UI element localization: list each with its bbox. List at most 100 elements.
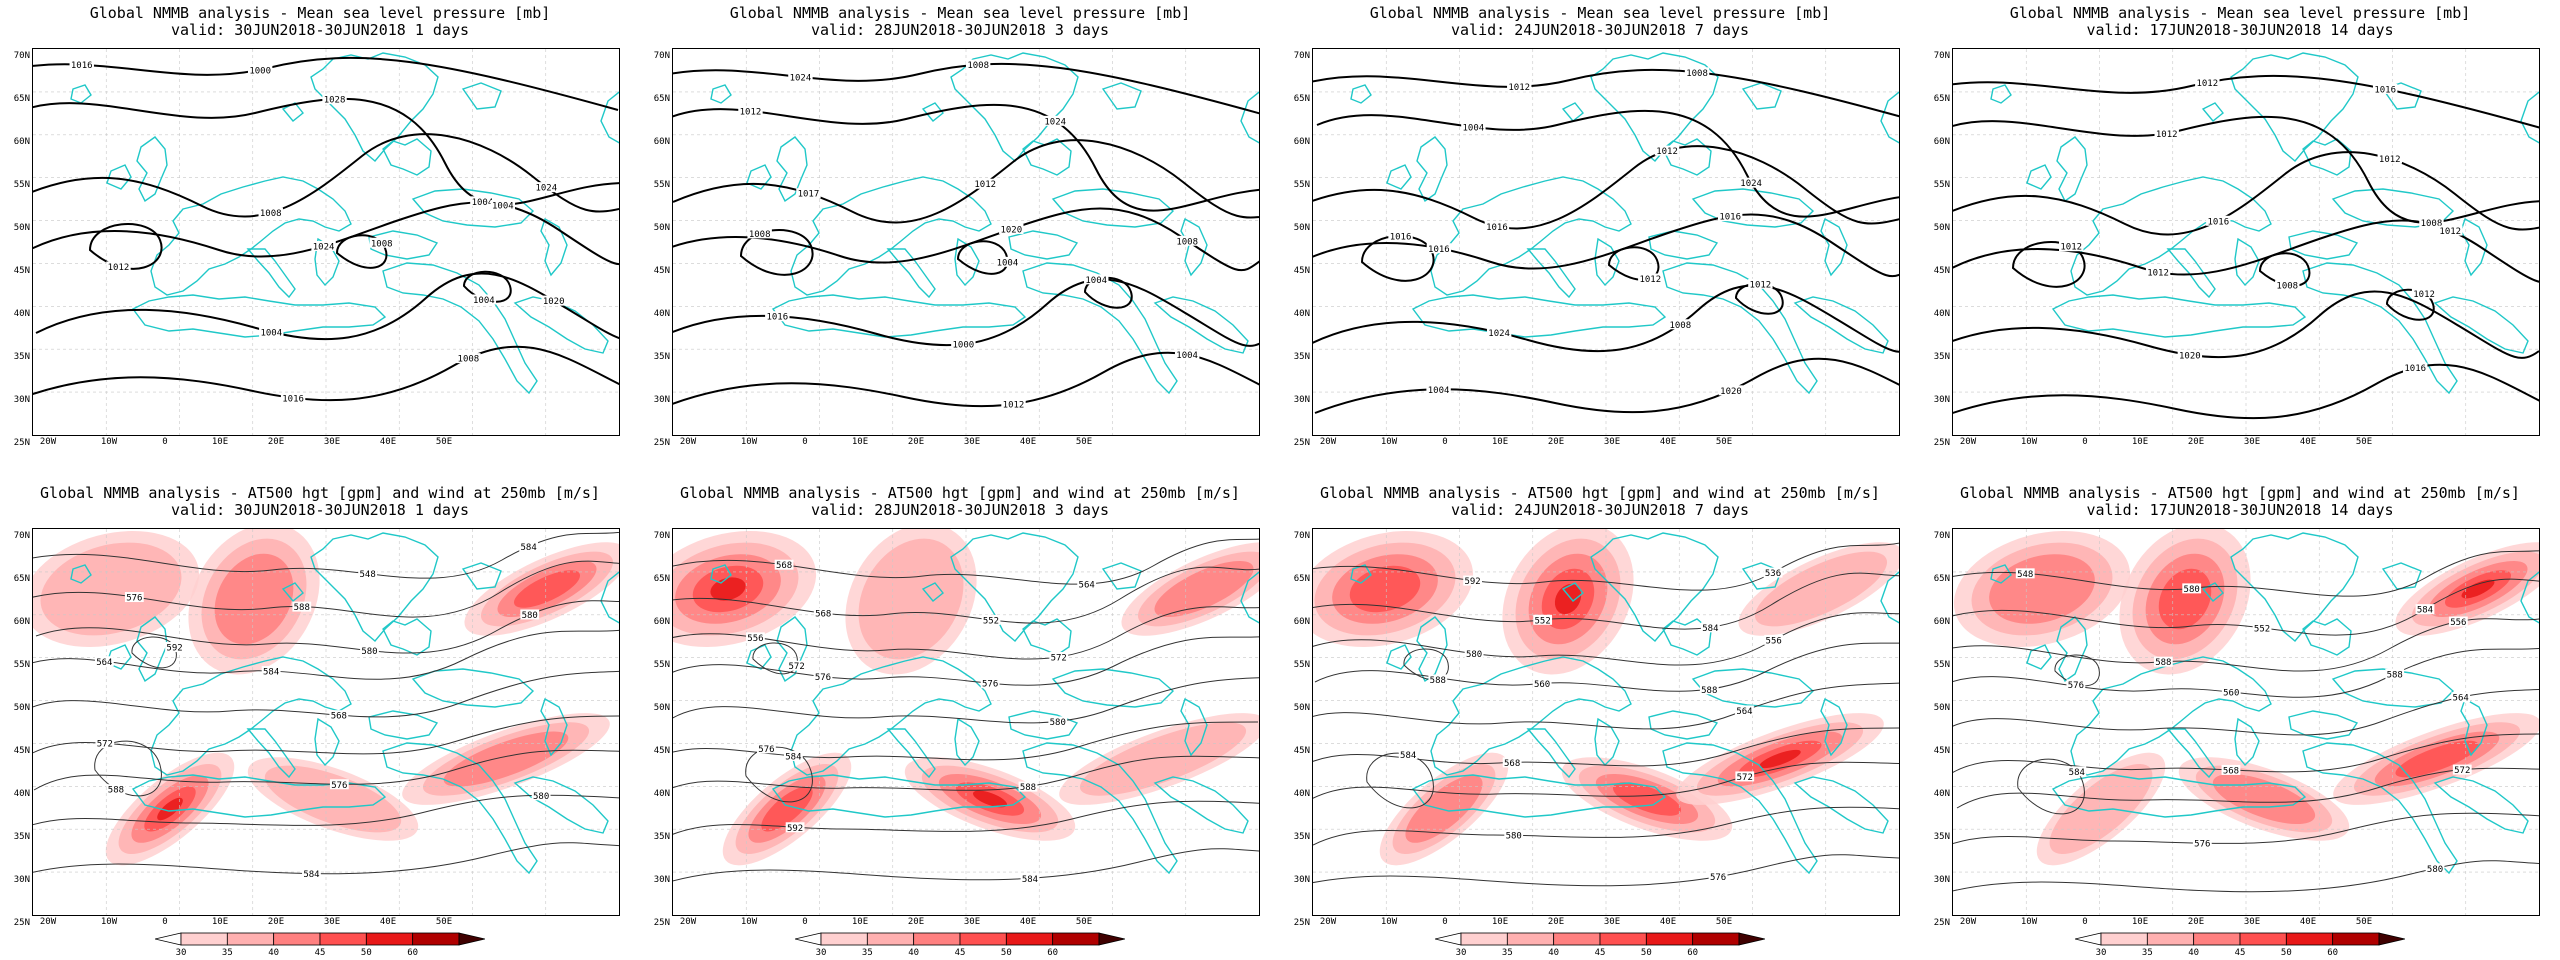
contour-label: 580 xyxy=(2184,585,2200,595)
panel-valid-period: valid: 17JUN2018-30JUN2018 14 days xyxy=(2086,21,2394,39)
colorbar-segment xyxy=(1460,932,1508,946)
colorbar-canvas xyxy=(2075,932,2405,946)
contour-label-bg xyxy=(456,353,481,364)
lon-tick-label: 10W xyxy=(100,917,118,927)
contour-label-bg xyxy=(995,256,1020,267)
contour-line-3 xyxy=(33,201,619,266)
contour-label: 568 xyxy=(815,610,831,620)
colorbar-canvas xyxy=(795,932,1125,946)
coastline-11 xyxy=(513,776,609,834)
coastline-14 xyxy=(600,571,619,624)
contour-label-bg xyxy=(774,559,794,570)
coastline-16 xyxy=(1561,582,1584,602)
contour-label-bg xyxy=(1084,274,1109,285)
contour-label-bg xyxy=(1735,705,1754,716)
coastline-13 xyxy=(1350,564,1372,584)
contour-label: 572 xyxy=(2454,766,2470,776)
contour-label: 1012 xyxy=(1656,147,1678,157)
lon-tick-label: 10W xyxy=(100,437,118,447)
coastline-6 xyxy=(954,717,980,767)
panel-title: Global NMMB analysis - AT500 hgt [gpm] a… xyxy=(680,484,1240,502)
contour-label: 580 xyxy=(1466,650,1482,660)
contour-label-bg xyxy=(2252,622,2272,633)
contour-label-bg xyxy=(280,392,306,403)
contour-label-bg xyxy=(1717,211,1743,222)
contour-label-bg xyxy=(1654,145,1680,156)
contour-label: 560 xyxy=(1534,680,1550,690)
lon-tick-label: 10E xyxy=(1491,917,1509,927)
colorbar-segment xyxy=(412,932,460,946)
coastline-8 xyxy=(1691,668,1815,708)
lat-tick-label: 30N xyxy=(1933,875,1950,885)
contour-label-bg xyxy=(1461,122,1486,133)
lat-tick-label: 65N xyxy=(13,94,30,104)
wind-speed-colorbar: 30 35 40 45 50 60 xyxy=(2075,932,2405,960)
contour-label-bg xyxy=(258,207,283,218)
contour-line-0 xyxy=(1313,542,1899,591)
coastline-15 xyxy=(2381,562,2422,590)
map-canvas: 564 568 572 576 580 584 588 592 584 576 572 568 552 5… xyxy=(673,529,1259,915)
contour-label: 588 xyxy=(1020,783,1036,793)
coastline-6 xyxy=(954,237,980,287)
lat-tick-label: 30N xyxy=(653,875,670,885)
contour-label: 1008 xyxy=(260,209,282,219)
lat-tick-label: 70N xyxy=(653,531,670,541)
contour-label: 1004 xyxy=(473,296,495,306)
coastline-4 xyxy=(2070,176,2272,296)
lon-tick-label: 20E xyxy=(1547,917,1565,927)
coastline-13 xyxy=(70,564,92,584)
coastline-12 xyxy=(540,697,568,757)
lat-tick-label: 40N xyxy=(13,309,30,319)
coastline-7 xyxy=(1008,230,1079,260)
contour-label: 1016 xyxy=(2404,364,2426,374)
contour-line-7 xyxy=(1953,812,2539,845)
coastline-13 xyxy=(1350,84,1372,104)
lon-tick-label: 20E xyxy=(1547,437,1565,447)
contour-line-1 xyxy=(33,97,619,206)
coastline-11 xyxy=(1793,776,1889,834)
contour-label: 1012 xyxy=(2196,79,2218,89)
contour-label: 1008 xyxy=(458,355,480,365)
contour-label: 592 xyxy=(1464,577,1480,587)
lat-tick-label: 45N xyxy=(653,266,670,276)
lon-tick-label: 30E xyxy=(323,437,341,447)
wind-speed-colorbar: 30 35 40 45 50 60 xyxy=(795,932,1125,960)
colorbar-label: 35 xyxy=(221,948,233,958)
contour-label: 1024 xyxy=(313,242,335,252)
contour-label: 1020 xyxy=(1000,225,1022,235)
lon-tick-label: 20E xyxy=(907,917,925,927)
contour-line-4 xyxy=(673,677,1259,724)
contour-label: 536 xyxy=(1765,569,1781,579)
lat-tick-label: 50N xyxy=(1933,703,1950,713)
lat-tick-label: 60N xyxy=(1293,137,1310,147)
coastline-15 xyxy=(1741,82,1782,110)
coastline-9 xyxy=(2302,742,2458,875)
coastline-2 xyxy=(776,616,808,683)
contour-line-1 xyxy=(33,560,619,618)
contour-line-7 xyxy=(956,240,1009,275)
contour-label: 584 xyxy=(521,543,537,553)
panel-title: Global NMMB analysis - Mean sea level pr… xyxy=(2009,4,2471,22)
colorbar-label: 50 xyxy=(1000,948,1012,958)
contour-label: 1020 xyxy=(543,297,565,307)
map-panel-8: Global NMMB analysis - AT500 hgt [gpm] a… xyxy=(1920,480,2560,960)
contour-label: 568 xyxy=(776,561,792,571)
contour-line-5 xyxy=(1314,357,1899,414)
contour-label: 564 xyxy=(1079,580,1095,590)
contour-label-bg xyxy=(1708,871,1728,882)
contour-label: 580 xyxy=(1506,832,1522,842)
wind-jet-5 xyxy=(1059,713,1259,805)
lon-tick-label: 50E xyxy=(435,437,453,447)
lat-tick-label: 45N xyxy=(1933,746,1950,756)
lon-tick-label: 50E xyxy=(1715,437,1733,447)
contour-label: 584 xyxy=(2069,768,2085,778)
panel-valid-period: valid: 17JUN2018-30JUN2018 14 days xyxy=(2086,501,2394,519)
contour-line-4 xyxy=(35,272,619,341)
coastline-0 xyxy=(310,532,439,642)
contour-label-bg xyxy=(292,601,312,612)
contour-label: 584 xyxy=(785,752,801,762)
colorbar-label: 35 xyxy=(861,948,873,958)
lon-tick-label: 40E xyxy=(2299,917,2317,927)
lat-tick-label: 60N xyxy=(1933,137,1950,147)
coastline-9 xyxy=(2302,262,2458,395)
